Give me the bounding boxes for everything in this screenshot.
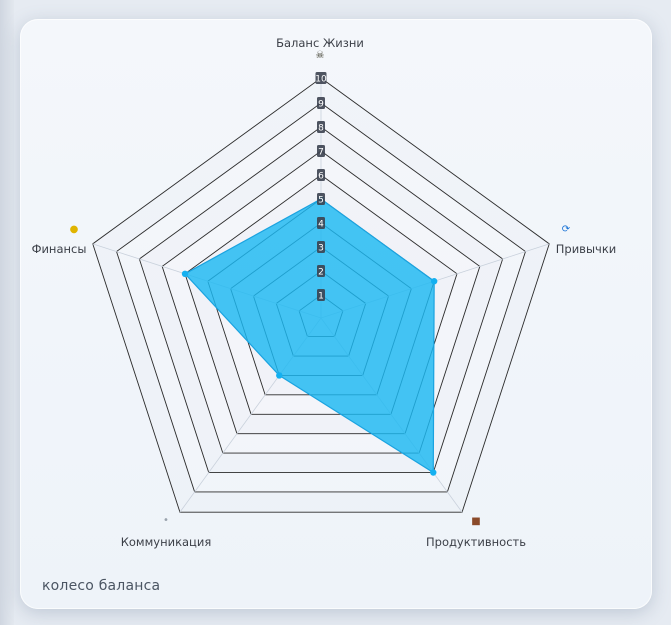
data-point [430,278,438,285]
data-point [430,469,437,476]
refresh-square-icon: ⟳ [562,224,571,235]
tick-label: 10 [315,75,327,85]
tick-label-bg [317,289,325,301]
tick-label-bg [317,145,325,157]
series-area [184,198,435,474]
tick-label: 7 [318,148,324,158]
speech-bubble-icon: • [163,515,169,526]
tick-label: 8 [318,124,324,134]
tick-label-bg [317,217,325,229]
axis-label: Финансы [32,242,87,256]
tick-label-bg [317,241,325,253]
tick-label-bg [317,169,325,181]
chart-caption: колесо баланса [42,578,161,594]
data-point [276,372,283,379]
tick-label: 3 [318,244,324,254]
axis-label: Привычки [556,242,617,256]
data-point [181,270,189,278]
tick-label-bg [317,121,325,133]
tick-label-bg [317,265,325,277]
tick-label: 2 [318,268,324,278]
axis-label: Коммуникация [121,535,212,549]
tick-label: 5 [318,196,324,206]
money-bag-icon: ● [70,224,79,235]
axis-label: Продуктивность [426,535,526,549]
tick-label: 4 [318,220,324,230]
tick-label: 6 [318,172,324,182]
tick-label: 1 [318,292,324,302]
tick-label-bg [317,97,325,109]
tick-label: 9 [318,100,324,110]
tick-label-bg [315,72,327,84]
skull-crossbones-icon: ☠ [316,50,325,61]
axis-label: Баланс Жизни [276,36,364,50]
tick-label-bg [317,193,325,205]
background-strip [0,0,14,625]
briefcase-icon: ■ [471,516,480,527]
